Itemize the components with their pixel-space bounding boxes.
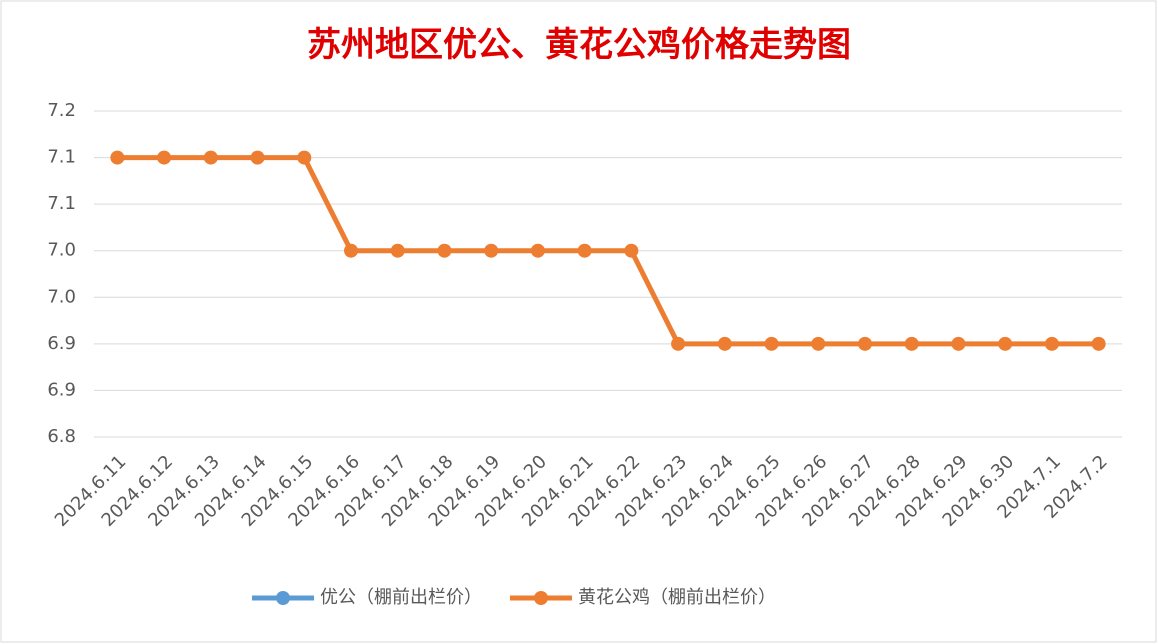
data-point [110, 150, 125, 165]
data-point [297, 150, 312, 165]
data-point [858, 336, 872, 351]
legend-label: 优公（棚前出栏价） [320, 587, 482, 608]
y-tick-label: 7.0 [47, 286, 76, 307]
data-point [998, 336, 1013, 351]
data-point [344, 243, 358, 258]
data-point [717, 336, 732, 351]
y-tick-label: 7.1 [47, 147, 76, 168]
legend-marker [276, 591, 290, 605]
chart-title: 苏州地区优公、黄花公鸡价格走势图 [307, 25, 851, 65]
data-point [1044, 336, 1059, 351]
data-point [530, 243, 545, 258]
y-tick-label: 6.8 [47, 426, 76, 447]
data-point [1091, 336, 1106, 351]
data-point [904, 336, 919, 351]
series-line [117, 155, 1099, 347]
data-point [250, 150, 265, 165]
data-point [157, 150, 172, 165]
data-point [624, 243, 639, 258]
data-point [764, 336, 779, 351]
y-tick-label: 6.9 [47, 333, 76, 354]
data-point [951, 336, 966, 351]
data-point [390, 243, 405, 258]
data-point [577, 243, 592, 258]
y-tick-label: 7.2 [47, 100, 76, 121]
legend-label: 黄花公鸡（棚前出栏价） [578, 587, 776, 608]
data-point [671, 336, 686, 351]
data-point [811, 336, 826, 351]
data-point [203, 150, 218, 165]
legend-item: 优公（棚前出栏价） [252, 587, 482, 608]
legend-item: 黄花公鸡（棚前出栏价） [510, 587, 776, 608]
y-tick-label: 6.9 [47, 379, 76, 400]
data-point [437, 243, 452, 258]
y-tick-label: 7.1 [47, 193, 76, 214]
y-tick-label: 7.0 [47, 240, 76, 261]
data-point [484, 243, 499, 258]
legend-marker [534, 591, 548, 605]
